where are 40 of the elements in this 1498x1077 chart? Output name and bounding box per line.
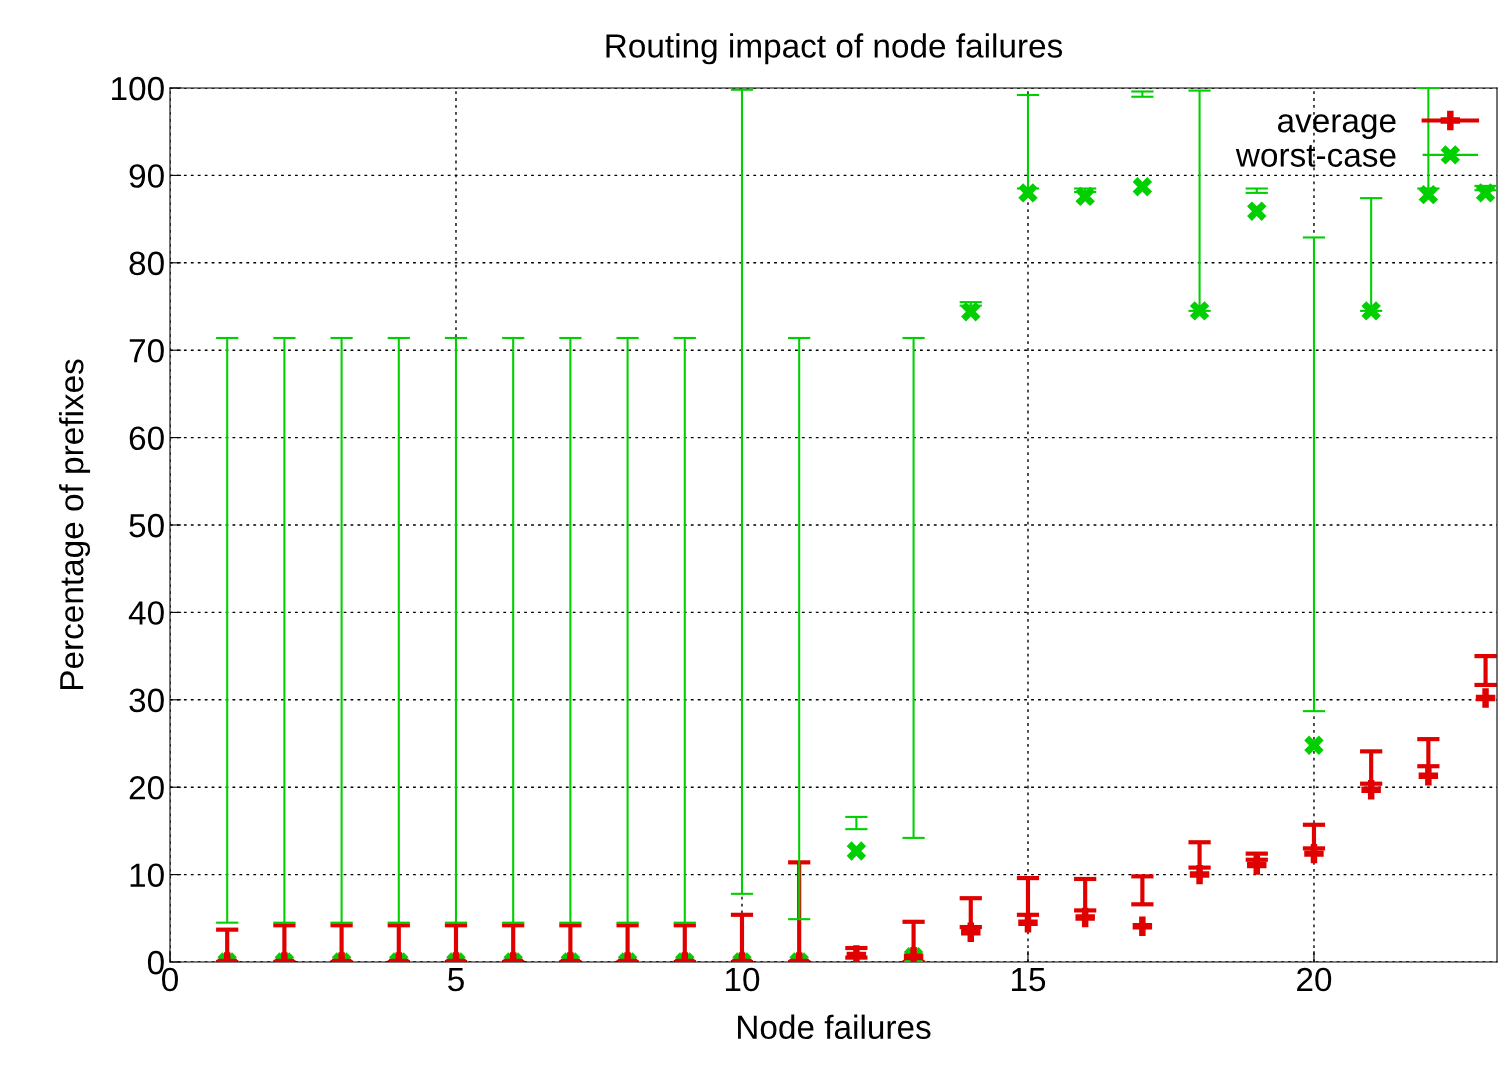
legend-label: average <box>1277 114 1396 140</box>
point <box>846 841 867 861</box>
point <box>1475 183 1496 203</box>
x-tick-label: 15 <box>1011 968 1046 992</box>
x-tick-label: 10 <box>725 967 760 992</box>
point <box>1247 201 1267 221</box>
x-axis-title: Node failures <box>738 1014 931 1040</box>
y-tick-label: 100 <box>112 76 164 101</box>
x-tick-label: 5 <box>448 968 464 992</box>
y-tick-label: 20 <box>129 776 164 800</box>
point <box>1132 916 1153 936</box>
y-tick-label: 90 <box>129 164 164 188</box>
point <box>1018 183 1038 203</box>
point <box>1304 735 1324 755</box>
point <box>1361 301 1381 321</box>
point <box>961 922 981 943</box>
point <box>1075 907 1095 928</box>
y-tick-label: 30 <box>129 688 164 713</box>
y-tick-label: 40 <box>128 601 164 625</box>
point <box>961 302 981 322</box>
point <box>1189 864 1210 885</box>
y-tick-label: 10 <box>130 863 164 888</box>
y-tick-label: 50 <box>129 513 164 538</box>
point <box>1418 766 1439 786</box>
point <box>1075 186 1095 207</box>
y-tick-label: 60 <box>129 426 164 451</box>
y-tick-label: 80 <box>129 251 164 276</box>
point <box>1247 855 1267 875</box>
point <box>1475 688 1496 708</box>
legend-label: worst-case <box>1235 145 1396 167</box>
y-axis-title: Percentage of prefixes <box>59 359 91 690</box>
point <box>1189 301 1210 321</box>
y-tick-label: 70 <box>129 339 164 363</box>
y-tick-label: 0 <box>147 950 164 975</box>
point <box>1132 177 1153 197</box>
point <box>1304 843 1324 864</box>
x-tick-label: 20 <box>1297 967 1332 992</box>
point <box>1418 184 1439 205</box>
chart-title: Routing impact of node failures <box>606 33 1063 65</box>
point <box>1361 780 1381 800</box>
